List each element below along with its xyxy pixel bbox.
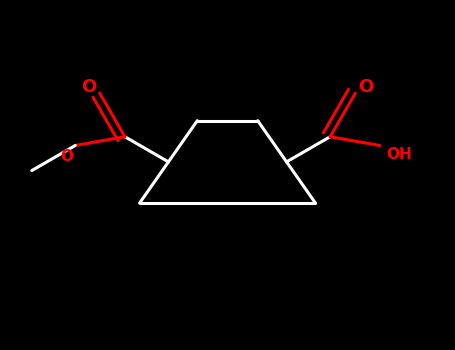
- Text: OH: OH: [386, 147, 412, 162]
- Text: O: O: [81, 78, 96, 96]
- Text: O: O: [359, 78, 374, 96]
- Text: O: O: [60, 149, 73, 164]
